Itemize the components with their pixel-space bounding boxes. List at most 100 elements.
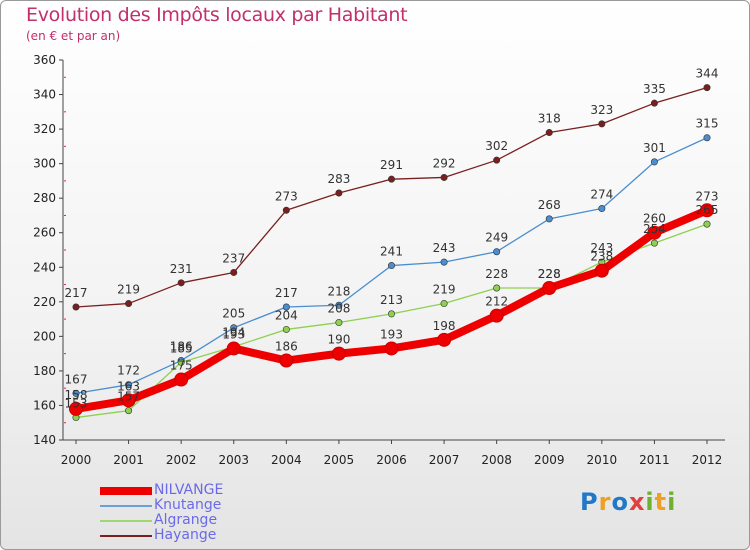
- data-label-algrange: 265: [696, 203, 719, 217]
- x-tick-label: 2005: [324, 453, 355, 467]
- data-label-nilvange: 198: [433, 319, 456, 333]
- data-point-knutange: [598, 205, 606, 213]
- data-point-knutange: [125, 381, 133, 389]
- data-point-nilvange: [700, 203, 714, 218]
- data-label-hayange: 323: [590, 103, 613, 117]
- data-point-knutange: [545, 215, 553, 223]
- y-tick-label: 280: [33, 191, 56, 205]
- data-point-hayange: [650, 99, 658, 107]
- data-point-algrange: [177, 358, 185, 366]
- data-point-nilvange: [279, 353, 294, 368]
- data-point-knutange: [493, 248, 501, 256]
- data-label-algrange: 204: [275, 308, 298, 322]
- data-label-algrange: 228: [485, 267, 508, 281]
- data-label-algrange: 185: [170, 341, 193, 355]
- data-label-hayange: 291: [380, 158, 403, 172]
- data-label-hayange: 237: [222, 251, 245, 265]
- data-point-algrange: [440, 300, 448, 308]
- chart-axes: 140 160 180 200 220 240 260 280 300 320 340 360 2000…: [33, 53, 725, 467]
- data-point-nilvange: [542, 281, 557, 295]
- data-point-hayange: [282, 206, 290, 214]
- y-tick-label: 360: [33, 53, 56, 67]
- legend-label: Knutange: [154, 497, 222, 513]
- data-label-knutange: 249: [485, 231, 508, 245]
- data-label-algrange: 213: [380, 293, 403, 307]
- data-point-knutange: [72, 389, 80, 397]
- y-tick-label: 140: [33, 433, 56, 447]
- data-point-hayange: [177, 279, 185, 287]
- data-label-algrange: 219: [433, 283, 456, 297]
- data-label-nilvange: 193: [380, 327, 403, 341]
- data-point-nilvange: [69, 401, 83, 416]
- data-label-algrange: 194: [222, 326, 245, 340]
- data-label-nilvange: 193: [222, 327, 245, 341]
- y-tick-label: 200: [33, 329, 56, 343]
- legend-label: Algrange: [154, 512, 218, 528]
- legend-label: Hayange: [154, 527, 217, 543]
- chart-data-labels: 217 219 231 237 273 283 291 292 302 318 323 335 344 1…: [65, 67, 719, 411]
- data-label-algrange: 243: [590, 241, 613, 255]
- data-point-algrange: [335, 319, 343, 327]
- data-point-knutange: [282, 303, 290, 311]
- data-label-nilvange: 212: [485, 295, 508, 309]
- data-label-nilvange: 163: [117, 379, 140, 393]
- data-label-algrange: 228: [538, 267, 561, 281]
- x-tick-label: 2004: [271, 453, 302, 467]
- x-tick-label: 2010: [587, 453, 618, 467]
- data-point-knutange: [650, 158, 658, 166]
- data-point-algrange: [387, 310, 395, 318]
- data-point-hayange: [125, 300, 133, 308]
- data-label-nilvange: 175: [170, 359, 193, 373]
- data-point-knutange: [335, 301, 343, 309]
- data-label-nilvange: 186: [275, 340, 298, 354]
- data-label-nilvange: 238: [590, 250, 613, 264]
- y-tick-label: 240: [33, 260, 56, 274]
- chart-title: Evolution des Impôts locaux par Habitant: [26, 4, 408, 26]
- data-label-hayange: 344: [696, 67, 719, 81]
- data-label-algrange: 157: [117, 390, 140, 404]
- data-label-knutange: 268: [538, 198, 561, 212]
- legend-swatch-hayange: [100, 535, 152, 537]
- y-tick-label: 160: [33, 398, 56, 412]
- data-point-nilvange: [174, 372, 189, 387]
- y-tick-label: 220: [33, 295, 56, 309]
- x-tick-label: 2011: [639, 453, 670, 467]
- proxiti-logo: Proxiti: [580, 488, 677, 516]
- data-label-knutange: 186: [170, 340, 193, 354]
- data-point-nilvange: [489, 308, 504, 323]
- data-point-hayange: [440, 173, 448, 181]
- data-point-algrange: [282, 325, 290, 333]
- data-point-knutange: [230, 324, 238, 332]
- x-tick-label: 2012: [692, 453, 723, 467]
- y-tick-label: 260: [33, 226, 56, 240]
- data-label-nilvange: 158: [65, 388, 88, 402]
- data-point-algrange: [703, 220, 711, 228]
- data-point-nilvange: [121, 393, 136, 408]
- x-tick-label: 2008: [481, 453, 512, 467]
- data-point-nilvange: [384, 341, 399, 356]
- data-point-hayange: [230, 268, 238, 276]
- data-label-hayange: 231: [170, 262, 193, 276]
- y-tick-label: 180: [33, 364, 56, 378]
- data-point-nilvange: [437, 332, 452, 347]
- data-point-nilvange: [594, 263, 609, 278]
- chart-subtitle: (en € et par an): [26, 29, 121, 43]
- x-tick-label: 2006: [376, 453, 407, 467]
- x-tick-label: 2000: [61, 453, 92, 467]
- x-tick-label: 2009: [534, 453, 565, 467]
- data-label-hayange: 335: [643, 82, 666, 96]
- data-label-nilvange: 190: [327, 333, 350, 347]
- line-chart: 140 160 180 200 220 240 260 280 300 320 340 360 2000…: [33, 53, 725, 467]
- x-tick-label: 2001: [113, 453, 144, 467]
- data-point-algrange: [650, 239, 658, 247]
- data-point-algrange: [493, 284, 501, 292]
- data-label-hayange: 217: [65, 286, 88, 300]
- data-label-knutange: 217: [275, 286, 298, 300]
- data-label-hayange: 219: [117, 283, 140, 297]
- data-label-knutange: 205: [222, 307, 245, 321]
- data-label-hayange: 318: [538, 112, 561, 126]
- data-point-hayange: [703, 84, 711, 92]
- legend-swatch-nilvange: [100, 487, 152, 495]
- legend-swatch-algrange: [100, 520, 152, 522]
- data-point-knutange: [703, 134, 711, 142]
